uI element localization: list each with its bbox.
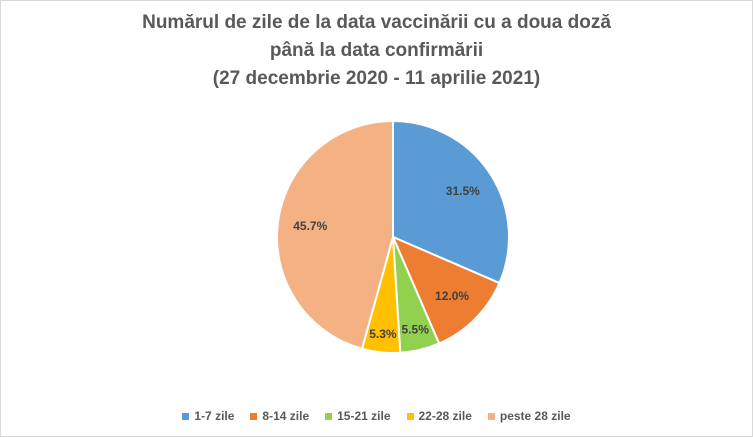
- legend-item-5: peste 28 zile: [487, 409, 571, 423]
- chart-title-line-3: (27 decembrie 2020 - 11 aprilie 2021): [212, 68, 541, 89]
- legend-swatch-3: [325, 412, 333, 420]
- pie-slice-1: [392, 119, 510, 285]
- data-label-4: 5.3%: [369, 327, 397, 341]
- legend-item-2: 8-14 zile: [250, 409, 309, 423]
- data-label-1: 31.5%: [446, 184, 480, 198]
- legend-label-5: peste 28 zile: [499, 409, 571, 423]
- legend-swatch-5: [487, 412, 495, 420]
- legend-label-3: 15-21 zile: [337, 409, 391, 423]
- legend-label-4: 22-28 zile: [418, 409, 472, 423]
- legend-label-2: 8-14 zile: [262, 409, 310, 423]
- data-label-5: 45.7%: [293, 219, 327, 233]
- pie-slice-2: [391, 235, 501, 345]
- legend-swatch-2: [250, 412, 258, 420]
- chart-title-line-2: până la data confirmării: [269, 40, 484, 61]
- chart-title-line-1: Numărul de zile de la data vaccinării cu…: [142, 12, 611, 33]
- pie-slice-5: [276, 119, 394, 351]
- legend-item-1: 1-7 zile: [182, 409, 234, 423]
- data-label-2: 12.0%: [435, 289, 469, 303]
- data-label-3: 5.5%: [402, 322, 430, 336]
- chart-title: Numărul de zile de la data vaccinării cu…: [1, 9, 752, 93]
- legend: 1-7 zile 8-14 zile 15-21 zile 22-28 zile pes…: [1, 409, 752, 423]
- legend-item-3: 15-21 zile: [325, 409, 391, 423]
- legend-label-1: 1-7 zile: [194, 409, 235, 423]
- legend-swatch-4: [406, 412, 414, 420]
- legend-swatch-1: [182, 412, 190, 420]
- legend-item-4: 22-28 zile: [406, 409, 472, 423]
